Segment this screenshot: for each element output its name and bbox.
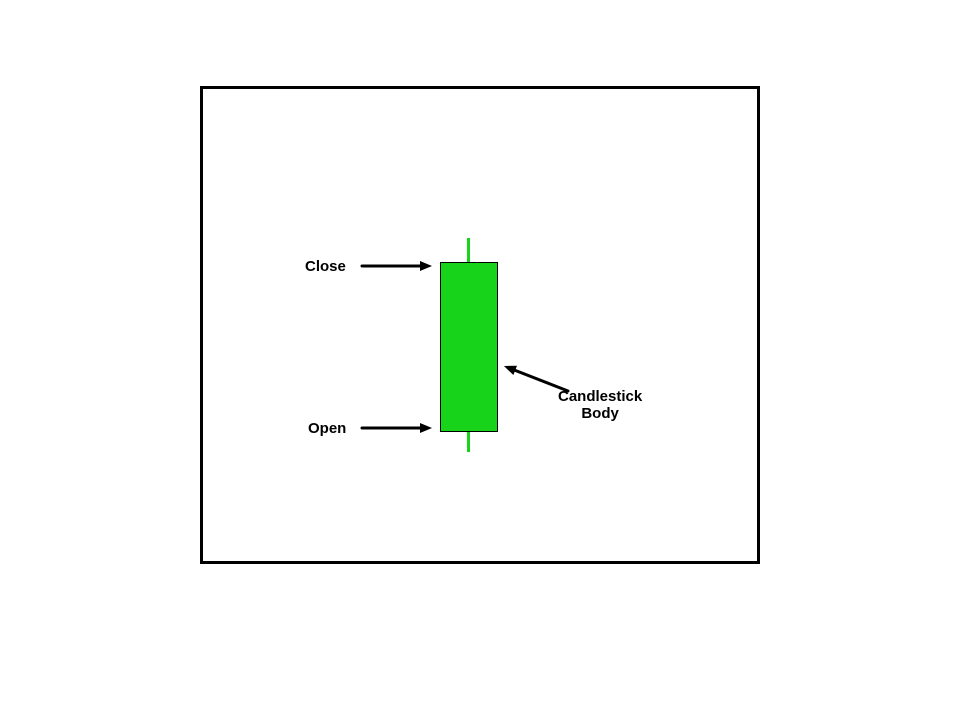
diagram-canvas: Close Open Candlestick Body: [0, 0, 960, 720]
arrow-body: [488, 350, 584, 407]
label-candlestick-body-line2: Body: [581, 405, 619, 422]
label-open: Open: [308, 420, 346, 437]
arrow-open: [346, 412, 448, 444]
arrow-close: [346, 250, 448, 282]
label-close: Close: [305, 258, 346, 275]
